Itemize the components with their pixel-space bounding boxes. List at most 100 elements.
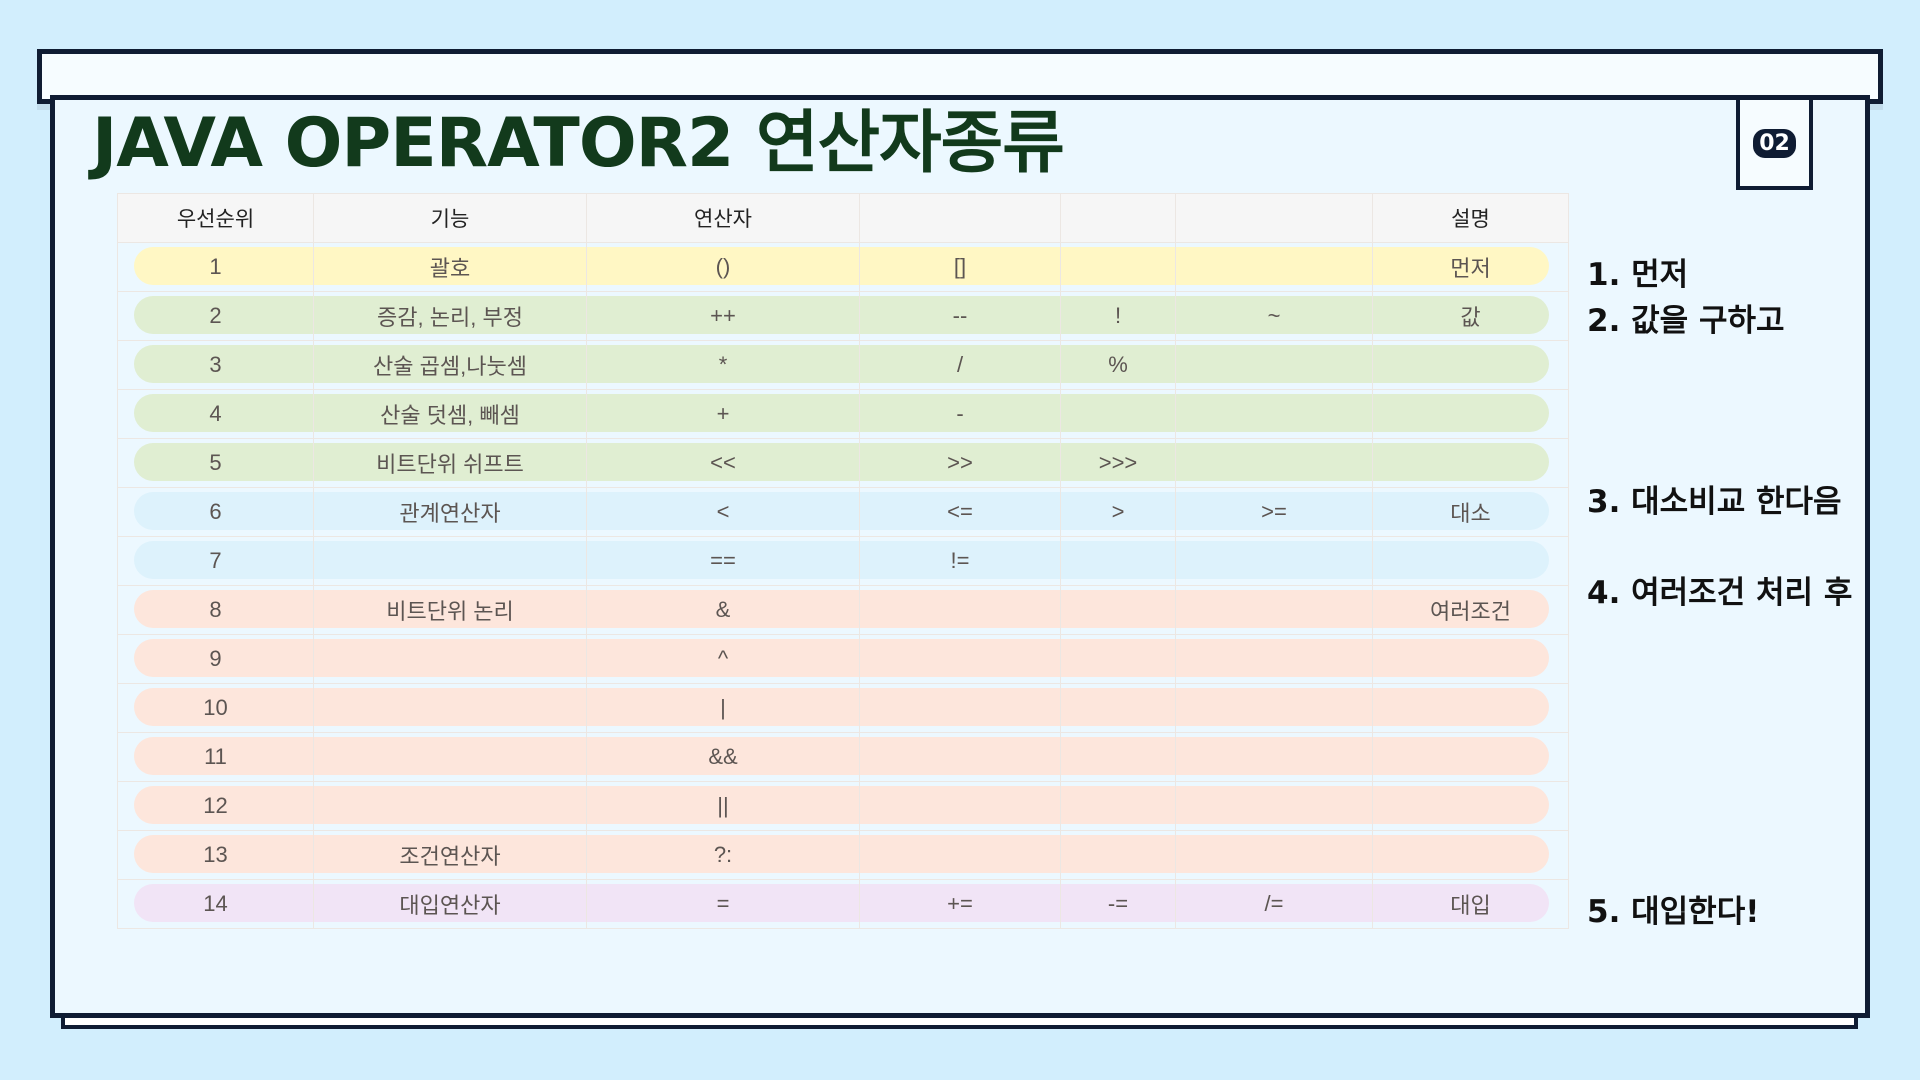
operator-cell: + xyxy=(586,389,860,439)
priority-cell: 9 xyxy=(117,634,314,684)
priority-cell: 1 xyxy=(117,242,314,292)
function-cell: 비트단위 논리 xyxy=(313,585,587,635)
note-step-2: 2. 값을 구하고 xyxy=(1587,303,1785,339)
operator-table-wrap: 우선순위 기능 연산자 설명 1 괄호()[] 먼저 2 증감, 논리, 부정 ++ --!… xyxy=(117,193,1569,929)
description-cell: 먼저 xyxy=(1372,242,1569,292)
operator-cell: << xyxy=(586,438,860,488)
page-number-badge: 02 xyxy=(1736,100,1813,190)
col-header-priority: 우선순위 xyxy=(117,193,314,243)
function-cell: 산술 곱셈,나눗셈 xyxy=(313,340,587,390)
operator-cell-4 xyxy=(1175,585,1373,635)
operator-cell-3: -= xyxy=(1060,879,1176,929)
description-cell xyxy=(1372,340,1569,390)
operator-cell-2 xyxy=(859,683,1061,733)
operator-cell-4 xyxy=(1175,634,1373,684)
function-cell: 증감, 논리, 부정 xyxy=(313,291,587,341)
col-header-description: 설명 xyxy=(1372,193,1569,243)
description-cell xyxy=(1372,830,1569,880)
operator-cell: ?: xyxy=(586,830,860,880)
operator-cell-2: != xyxy=(859,536,1061,586)
operator-cell-3: > xyxy=(1060,487,1176,537)
function-cell: 대입연산자 xyxy=(313,879,587,929)
table-row: 8 비트단위 논리 & 여러조건 xyxy=(117,585,1569,635)
operator-cell-2: -- xyxy=(859,291,1061,341)
table-row: 6 관계연산자 < <= > >= 대소 xyxy=(117,487,1569,537)
function-cell: 관계연산자 xyxy=(313,487,587,537)
function-cell xyxy=(313,536,587,586)
description-cell xyxy=(1372,438,1569,488)
operator-cell-4: /= xyxy=(1175,879,1373,929)
table-row: 9 ^ xyxy=(117,634,1569,684)
operator-cell: & xyxy=(586,585,860,635)
operator-cell-3 xyxy=(1060,683,1176,733)
col-header-function: 기능 xyxy=(313,193,587,243)
col-header-op3 xyxy=(1060,193,1176,243)
operator-cell: == xyxy=(586,536,860,586)
operator-cell: && xyxy=(586,732,860,782)
function-cell xyxy=(313,732,587,782)
function-cell: 비트단위 쉬프트 xyxy=(313,438,587,488)
operator-cell-4 xyxy=(1175,781,1373,831)
operator-cell: * xyxy=(586,340,860,390)
description-cell xyxy=(1372,781,1569,831)
table-row: 14 대입연산자 = += -=/= 대입 xyxy=(117,879,1569,929)
priority-cell: 10 xyxy=(117,683,314,733)
operator-cell-4 xyxy=(1175,242,1373,292)
table-row: 13 조건연산자?: xyxy=(117,830,1569,880)
function-cell: 산술 덧셈, 빼셈 xyxy=(313,389,587,439)
operator-cell-4: >= xyxy=(1175,487,1373,537)
table-row: 2 증감, 논리, 부정 ++ --! ~ 값 xyxy=(117,291,1569,341)
operator-cell: () xyxy=(586,242,860,292)
note-step-4: 4. 여러조건 처리 후 xyxy=(1587,575,1853,611)
table-row: 3 산술 곱셈,나눗셈 * /% xyxy=(117,340,1569,390)
priority-cell: 11 xyxy=(117,732,314,782)
operator-cell-3 xyxy=(1060,732,1176,782)
table-row: 11 && xyxy=(117,732,1569,782)
operator-cell-2: += xyxy=(859,879,1061,929)
operator-cell-2 xyxy=(859,732,1061,782)
description-cell: 대입 xyxy=(1372,879,1569,929)
operator-cell-3 xyxy=(1060,781,1176,831)
col-header-op4 xyxy=(1175,193,1373,243)
operator-cell-3 xyxy=(1060,634,1176,684)
priority-cell: 4 xyxy=(117,389,314,439)
table-row: 4 산술 덧셈, 빼셈 + - xyxy=(117,389,1569,439)
operator-precedence-table: 우선순위 기능 연산자 설명 1 괄호()[] 먼저 2 증감, 논리, 부정 ++ --!… xyxy=(117,193,1569,929)
note-step-5: 5. 대입한다! xyxy=(1587,894,1760,930)
col-header-operator: 연산자 xyxy=(586,193,860,243)
operator-cell-3: % xyxy=(1060,340,1176,390)
description-cell: 여러조건 xyxy=(1372,585,1569,635)
function-cell: 괄호 xyxy=(313,242,587,292)
operator-cell-2: / xyxy=(859,340,1061,390)
operator-cell: ^ xyxy=(586,634,860,684)
priority-cell: 3 xyxy=(117,340,314,390)
priority-cell: 12 xyxy=(117,781,314,831)
operator-cell-3 xyxy=(1060,242,1176,292)
operator-cell-2 xyxy=(859,830,1061,880)
page-number: 02 xyxy=(1753,128,1796,158)
operator-cell-4 xyxy=(1175,438,1373,488)
table-row: 12 || xyxy=(117,781,1569,831)
table-header-row: 우선순위 기능 연산자 설명 xyxy=(117,193,1569,243)
description-cell xyxy=(1372,389,1569,439)
function-cell xyxy=(313,683,587,733)
operator-cell-4 xyxy=(1175,536,1373,586)
operator-cell: || xyxy=(586,781,860,831)
function-cell xyxy=(313,634,587,684)
operator-cell-2 xyxy=(859,781,1061,831)
priority-cell: 8 xyxy=(117,585,314,635)
priority-cell: 2 xyxy=(117,291,314,341)
priority-cell: 5 xyxy=(117,438,314,488)
operator-cell-2 xyxy=(859,585,1061,635)
table-row: 10 | xyxy=(117,683,1569,733)
priority-cell: 13 xyxy=(117,830,314,880)
priority-cell: 6 xyxy=(117,487,314,537)
table-row: 5 비트단위 쉬프트 << >> >>> xyxy=(117,438,1569,488)
operator-cell-4 xyxy=(1175,340,1373,390)
col-header-op2 xyxy=(859,193,1061,243)
function-cell: 조건연산자 xyxy=(313,830,587,880)
operator-cell-2: <= xyxy=(859,487,1061,537)
operator-cell-3: >>> xyxy=(1060,438,1176,488)
operator-cell: < xyxy=(586,487,860,537)
operator-cell-3 xyxy=(1060,830,1176,880)
